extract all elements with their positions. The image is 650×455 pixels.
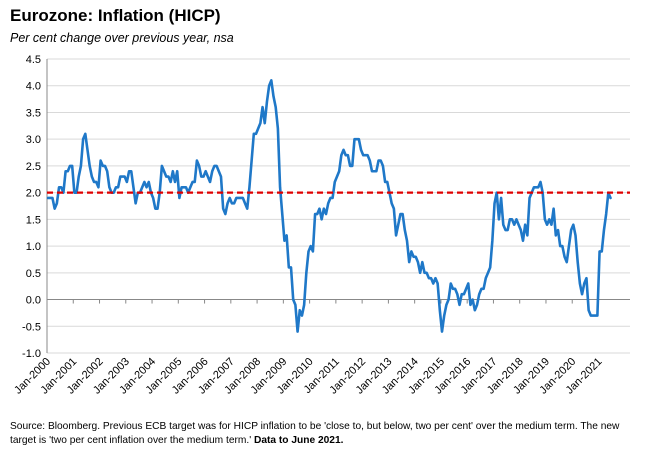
y-tick-label: 4.0 <box>26 81 41 93</box>
y-tick-label: 4.5 <box>26 54 41 66</box>
chart-subtitle: Per cent change over previous year, nsa <box>10 31 234 45</box>
source-bold-text: Data to June 2021. <box>253 435 344 446</box>
y-tick-label: 3.5 <box>26 107 41 119</box>
chart-title: Eurozone: Inflation (HICP) <box>10 6 221 25</box>
x-axis-tick-labels: Jan-2000Jan-2001Jan-2002Jan-2003Jan-2004… <box>12 356 604 397</box>
y-tick-label: -1.0 <box>22 348 41 360</box>
hicp-series-line <box>46 79 612 333</box>
y-tick-label: 2.0 <box>26 188 41 200</box>
y-tick-label: 1.5 <box>26 214 41 226</box>
y-tick-label: 0.5 <box>26 268 41 280</box>
source-note: Source: Bloomberg. Previous ECB target w… <box>10 420 642 448</box>
y-axis-tick-labels: -1.0 -0.5 0.0 0.5 1.0 1.5 2.0 2.5 3.0 3.5 4.0 4.5 <box>22 54 41 360</box>
y-tick-label: 3.0 <box>26 134 41 146</box>
inflation-chart: -1.0 -0.5 0.0 0.5 1.0 1.5 2.0 2.5 3.0 3.5 4.0 4.5 J… <box>12 54 630 397</box>
series-layer <box>46 79 612 333</box>
y-tick-label: 0.0 <box>26 295 41 307</box>
source-text: Source: Bloomberg. Previous ECB target w… <box>10 421 620 446</box>
y-tick-label: -0.5 <box>22 321 41 333</box>
y-tick-label: 2.5 <box>26 161 41 173</box>
y-tick-label: 1.0 <box>26 241 41 253</box>
